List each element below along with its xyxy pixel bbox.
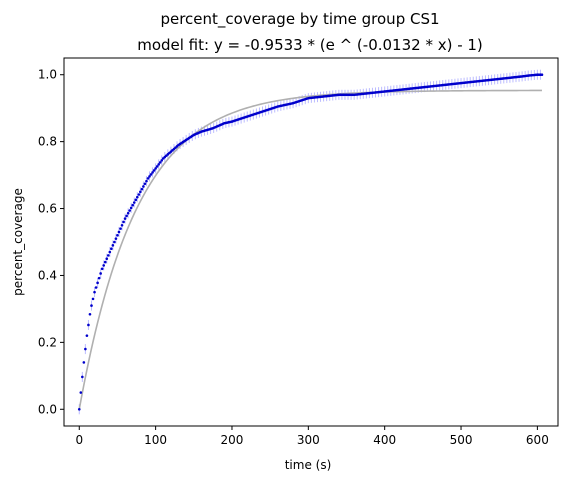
data-point <box>145 179 148 183</box>
data-point <box>140 187 144 191</box>
data-point <box>87 323 90 327</box>
data-point <box>90 304 93 307</box>
data-point <box>160 159 164 162</box>
data-point <box>106 254 110 257</box>
x-tick-label: 600 <box>526 433 549 447</box>
data-point <box>155 165 159 168</box>
data-point <box>117 230 121 234</box>
x-tick-label: 100 <box>144 433 167 447</box>
data-point <box>102 264 106 267</box>
data-point <box>143 182 147 186</box>
data-point <box>123 217 127 220</box>
data-point <box>110 247 113 250</box>
data-point <box>81 375 84 379</box>
data-point <box>151 171 154 174</box>
y-tick-label: 0.2 <box>38 335 57 349</box>
data-point <box>94 286 98 289</box>
data-point <box>126 211 130 215</box>
data-point <box>108 250 112 254</box>
data-point <box>135 195 139 199</box>
data-point <box>137 193 141 196</box>
data-point <box>157 163 160 166</box>
data-point <box>125 214 128 218</box>
data-point <box>85 334 89 337</box>
data-point <box>139 190 142 194</box>
chart-subtitle: model fit: y = -0.9533 * (e ^ (-0.0132 *… <box>137 36 483 54</box>
data-point <box>84 347 87 351</box>
data-point <box>132 201 136 204</box>
chart-title: percent_coverage by time group CS1 <box>160 10 439 29</box>
data-point <box>540 73 544 77</box>
data-point <box>93 290 96 294</box>
data-point <box>113 240 116 244</box>
data-point <box>100 267 104 271</box>
x-tick-label: 300 <box>297 433 320 447</box>
data-point <box>134 198 138 202</box>
data-point <box>158 161 162 164</box>
data-point <box>129 206 133 210</box>
data-point <box>77 407 81 411</box>
y-tick-label: 0.0 <box>38 402 57 416</box>
data-point <box>88 312 92 316</box>
data-point <box>82 361 86 364</box>
x-axis-label: time (s) <box>285 458 332 472</box>
data-point <box>131 203 135 207</box>
data-point <box>146 177 150 180</box>
data-point <box>122 220 125 224</box>
data-point <box>152 169 156 172</box>
data-point <box>154 167 157 170</box>
x-axis: 0 100 200 300 400 500 600 <box>75 426 549 447</box>
error-bars <box>78 69 541 415</box>
data-point <box>128 209 131 212</box>
y-tick-label: 0.6 <box>38 202 57 216</box>
data-point <box>114 237 118 240</box>
y-tick-label: 1.0 <box>38 68 57 82</box>
data-point <box>111 244 115 247</box>
data-point <box>79 391 83 394</box>
data-point <box>99 272 102 275</box>
plot-area <box>77 69 544 415</box>
data-point <box>105 257 109 261</box>
data-point <box>149 173 153 176</box>
x-tick-label: 0 <box>75 433 83 447</box>
data-point <box>97 276 101 280</box>
data-point <box>103 260 107 264</box>
data-point <box>142 185 145 188</box>
data-point <box>119 227 122 230</box>
data-point <box>116 234 119 237</box>
y-axis-label: percent_coverage <box>11 188 25 296</box>
data-point <box>96 281 99 285</box>
data-point <box>120 223 124 227</box>
x-tick-label: 500 <box>450 433 473 447</box>
observed-points <box>77 73 544 411</box>
data-point <box>91 297 95 301</box>
y-tick-label: 0.8 <box>38 135 57 149</box>
y-tick-label: 0.4 <box>38 268 57 282</box>
plot-frame <box>63 57 559 427</box>
y-axis: 0.0 0.2 0.4 0.6 0.8 1.0 <box>38 68 64 416</box>
model-fit-line <box>78 89 542 410</box>
x-tick-label: 200 <box>221 433 244 447</box>
x-tick-label: 400 <box>373 433 396 447</box>
data-point <box>148 175 151 178</box>
